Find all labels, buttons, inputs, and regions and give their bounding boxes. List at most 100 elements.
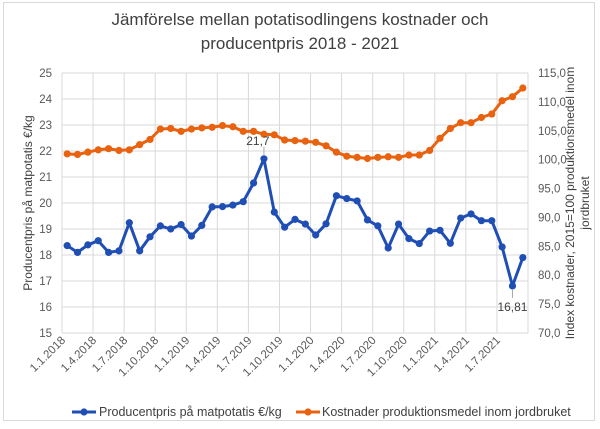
data-point <box>239 127 247 135</box>
y2-tick-label: 85,0 <box>538 241 560 253</box>
data-point <box>84 241 92 249</box>
y-tick-label: 25 <box>39 68 52 80</box>
y-axis-right-label-line-2: jordbruket <box>578 176 592 231</box>
y-tick-label: 16 <box>39 302 52 314</box>
data-point <box>136 141 144 149</box>
data-point <box>498 97 506 105</box>
data-label: 16,81 <box>497 300 527 314</box>
data-point <box>177 127 185 135</box>
y2-tick-label: 75,0 <box>538 299 560 311</box>
data-point <box>394 153 403 161</box>
data-point <box>208 123 216 131</box>
chart-title: Jämförelse mellan potatisodlingens kostn… <box>0 8 600 56</box>
data-point <box>281 136 289 144</box>
data-point <box>353 153 361 161</box>
data-point <box>508 282 517 290</box>
y-tick-label: 19 <box>39 224 52 236</box>
data-point <box>63 150 71 158</box>
data-point <box>156 222 164 230</box>
data-point <box>167 225 175 233</box>
data-point <box>322 220 330 228</box>
data-point <box>405 151 413 159</box>
chart-frame <box>3 2 595 421</box>
series-producer-price <box>63 155 527 290</box>
data-point <box>198 124 206 132</box>
y-axis-left-ticks: 15 16 17 18 19 20 21 22 23 24 25 <box>39 68 52 340</box>
data-point <box>115 247 123 255</box>
data-point <box>498 243 506 251</box>
data-label: 21,7 <box>246 134 270 148</box>
data-point <box>312 138 320 146</box>
data-point <box>384 244 392 252</box>
data-point <box>426 146 434 155</box>
chart-title-line-2: producentpris 2018 - 2021 <box>200 34 400 53</box>
data-labels: 21,7 16,81 <box>246 134 528 314</box>
data-point <box>125 219 133 227</box>
data-point <box>457 214 465 222</box>
data-point <box>488 110 496 118</box>
y-axis-right-ticks: 70,0 75,0 80,0 85,0 90,0 95,0 100,0 105,0 110,0 1… <box>538 68 567 340</box>
y-tick-label: 20 <box>39 198 52 210</box>
data-point <box>229 201 237 209</box>
y-tick-label: 21 <box>39 172 52 184</box>
data-point <box>167 124 175 133</box>
data-point <box>105 248 113 256</box>
data-point <box>519 254 527 262</box>
y2-tick-label: 115,0 <box>538 68 566 80</box>
data-point <box>446 239 454 247</box>
data-point <box>322 142 330 150</box>
data-point <box>508 93 517 101</box>
series-group <box>63 84 527 290</box>
data-point <box>291 215 299 223</box>
data-point <box>488 217 496 225</box>
data-point <box>426 227 434 235</box>
y-tick-label: 24 <box>39 94 52 106</box>
series-costs <box>63 84 527 163</box>
data-point <box>218 203 227 211</box>
data-point <box>177 220 185 229</box>
data-point <box>343 194 351 203</box>
gridlines <box>61 72 529 334</box>
data-point <box>436 226 444 234</box>
data-point <box>229 123 237 131</box>
data-point <box>136 247 144 255</box>
y2-tick-label: 100,0 <box>538 155 567 167</box>
y-tick-label: 15 <box>39 328 52 340</box>
data-point <box>73 248 82 256</box>
data-point <box>73 150 82 159</box>
legend: Producentpris på matpotatis €/kg Kostnad… <box>72 405 571 419</box>
y2-tick-label: 70,0 <box>538 328 560 340</box>
data-point <box>467 119 475 127</box>
data-point <box>343 152 351 160</box>
data-point <box>156 125 164 133</box>
data-point <box>260 130 268 138</box>
data-point <box>270 131 278 139</box>
y2-tick-label: 95,0 <box>538 184 560 196</box>
y2-tick-label: 80,0 <box>538 270 560 282</box>
data-point <box>519 84 527 92</box>
y-tick-label: 23 <box>39 120 52 132</box>
data-point <box>249 127 258 135</box>
data-point <box>281 223 289 231</box>
data-point <box>363 154 372 163</box>
data-point <box>301 137 309 145</box>
data-point <box>146 135 154 144</box>
data-point <box>105 145 113 153</box>
data-point <box>477 113 485 122</box>
legend-label-producer-price: Producentpris på matpotatis €/kg <box>99 405 282 419</box>
legend-marker-producer-price <box>80 408 88 416</box>
data-point <box>239 198 247 206</box>
data-point <box>187 232 196 240</box>
y-axis-left-label: Producentpris på matpotatis €/kg <box>21 115 35 290</box>
data-point <box>446 124 454 133</box>
data-point <box>384 153 392 161</box>
chart-title-line-1: Jämförelse mellan potatisodlingens kostn… <box>111 10 489 29</box>
data-point <box>436 134 444 142</box>
data-point <box>146 233 154 241</box>
data-point <box>301 220 309 228</box>
data-point <box>291 137 299 145</box>
y-tick-label: 18 <box>39 250 52 262</box>
data-point <box>332 148 341 156</box>
y2-tick-label: 110,0 <box>538 97 566 109</box>
